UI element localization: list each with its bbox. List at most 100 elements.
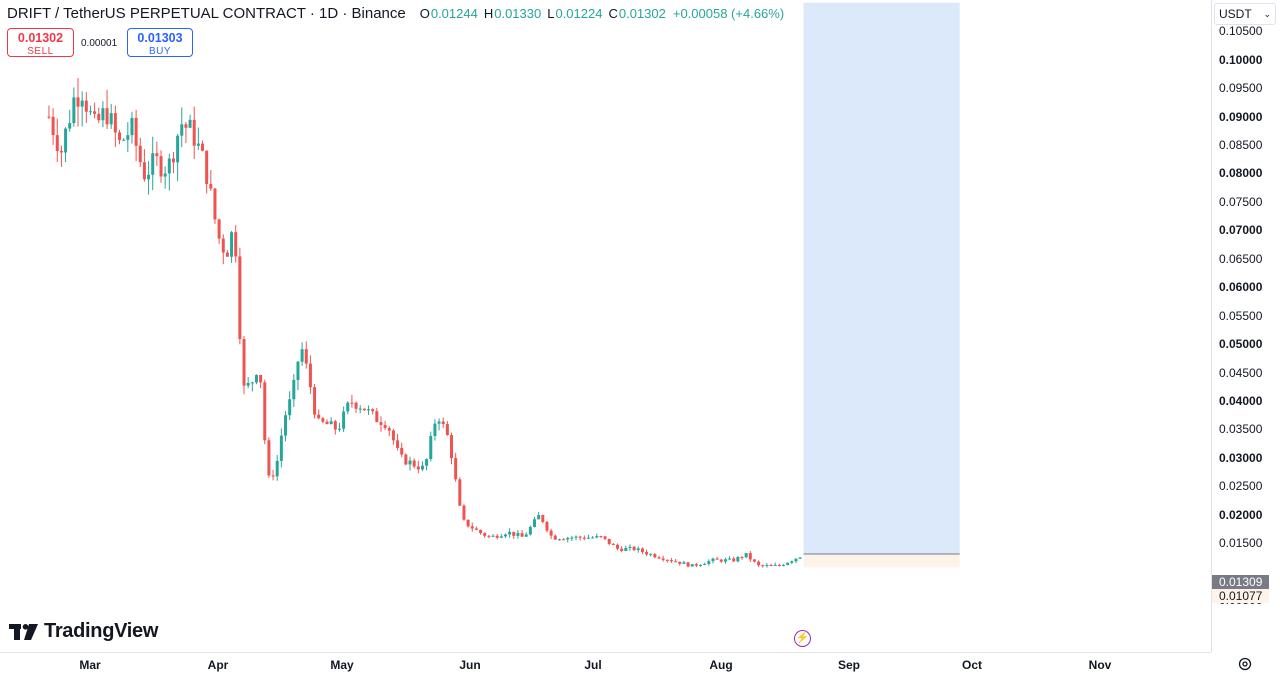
candle-body: [757, 561, 761, 566]
candle-body: [134, 117, 138, 146]
candle-body: [55, 135, 59, 151]
candle-body: [180, 124, 184, 136]
candle-body: [715, 558, 719, 560]
candle-body: [740, 557, 744, 559]
spread-value: 0.00001: [81, 38, 118, 49]
candle-body: [109, 113, 113, 125]
price-tick-label: 0.08000: [1219, 166, 1263, 181]
candle-body: [520, 533, 524, 537]
candle-body: [254, 375, 258, 383]
candle-body: [64, 128, 68, 153]
candle-body: [798, 557, 802, 559]
candle-body: [163, 173, 167, 177]
symbol-title[interactable]: DRIFT / TetherUS PERPETUAL CONTRACT · 1D…: [7, 5, 406, 22]
gear-icon[interactable]: [1238, 657, 1252, 671]
price-tick-label: 0.02500: [1219, 479, 1263, 494]
candle-body: [80, 100, 84, 107]
candle-body: [342, 411, 346, 429]
candle-body: [719, 559, 723, 562]
candle-body: [752, 559, 756, 562]
candle-body: [748, 553, 752, 560]
sell-button[interactable]: 0.01302 SELL: [7, 28, 74, 57]
candle-body: [221, 238, 225, 253]
candle-body: [350, 402, 354, 404]
lightning-icon[interactable]: ⚡: [794, 630, 811, 647]
month-label: May: [330, 658, 354, 672]
candle-body: [694, 564, 698, 566]
high-label: H: [483, 6, 494, 21]
candle-body: [441, 421, 445, 425]
candle-body: [416, 466, 420, 470]
candle-body: [516, 533, 520, 536]
price-tick-label: 0.02000: [1219, 507, 1263, 522]
candle-body: [628, 546, 632, 548]
candle-body: [118, 132, 122, 141]
candle-body: [777, 564, 781, 566]
candle-body: [483, 533, 487, 536]
risk-zone: [803, 554, 960, 568]
candle-body: [51, 116, 55, 136]
candle-body: [586, 537, 590, 539]
candle-body: [582, 537, 586, 539]
candle-body: [113, 113, 117, 133]
candle-body: [640, 548, 644, 553]
candle-body: [93, 111, 97, 114]
candle-body: [570, 537, 574, 539]
candle-body: [765, 565, 769, 567]
candle-body: [699, 564, 703, 566]
candle-body: [263, 382, 267, 441]
currency-select[interactable]: USDT ⌄: [1214, 3, 1276, 25]
candle-body: [562, 539, 566, 541]
price-tick-label: 0.09500: [1219, 81, 1263, 96]
candle-body: [599, 536, 603, 538]
time-scale[interactable]: [0, 652, 1211, 677]
tradingview-mark-icon: [9, 623, 38, 640]
candle-body: [533, 519, 537, 527]
candle-body: [308, 363, 312, 388]
price-tick-label: 0.05000: [1219, 337, 1263, 352]
candle-body: [209, 184, 213, 189]
candle-body: [549, 530, 553, 536]
tradingview-wordmark: TradingView: [44, 620, 159, 642]
buy-button[interactable]: 0.01303 BUY: [127, 28, 193, 57]
candle-body: [773, 564, 777, 566]
month-label: Oct: [961, 658, 983, 672]
candle-body: [624, 547, 628, 551]
tradingview-logo[interactable]: TradingView: [9, 620, 158, 643]
candle-body: [242, 339, 246, 386]
candle-body: [454, 458, 458, 480]
candle-body: [304, 349, 308, 364]
candle-body: [782, 565, 786, 567]
candle-body: [429, 436, 433, 460]
candle-body: [238, 256, 242, 340]
candle-body: [462, 505, 466, 520]
candlestick-chart[interactable]: [0, 0, 1211, 652]
chevron-down-icon: ⌄: [1263, 9, 1271, 19]
sell-price: 0.01302: [17, 31, 64, 45]
candle-body: [391, 430, 395, 441]
last-price-label: 0.01309: [1212, 575, 1269, 589]
candle-body: [329, 421, 333, 425]
candle-body: [574, 536, 578, 538]
price-tick-label: 0.01500: [1219, 536, 1263, 551]
month-label: Sep: [837, 658, 861, 672]
candle-body: [678, 561, 682, 564]
candle-body: [192, 119, 196, 146]
high-value: 0.01330: [494, 6, 542, 21]
candle-body: [358, 408, 362, 410]
candle-body: [275, 460, 279, 477]
candle-body: [105, 108, 109, 125]
candle-body: [155, 153, 159, 157]
candle-body: [184, 124, 188, 128]
candle-body: [396, 440, 400, 448]
candle-body: [690, 564, 694, 567]
candle-body: [246, 383, 250, 386]
candle-body: [541, 515, 545, 523]
price-scale[interactable]: [1211, 0, 1280, 652]
price-tick-label: 0.06000: [1219, 280, 1263, 295]
candle-body: [537, 515, 541, 520]
candle-body: [479, 529, 483, 534]
chart-pane[interactable]: [0, 0, 1211, 652]
price-tick-label: 0.07000: [1219, 223, 1263, 238]
candle-body: [159, 156, 163, 177]
